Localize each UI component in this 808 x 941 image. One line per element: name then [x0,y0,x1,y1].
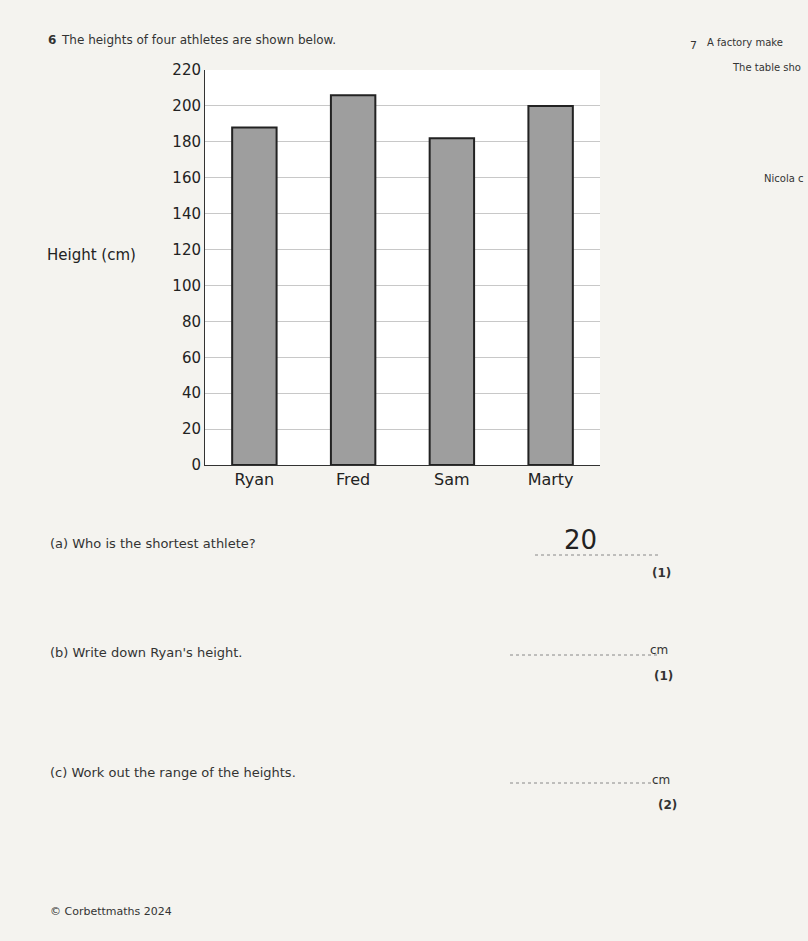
svg-text:6: 6 [48,33,56,47]
svg-text:20: 20 [564,525,597,555]
svg-text:(b) Write down Ryan's height.: (b) Write down Ryan's height. [50,645,242,660]
svg-text:(2): (2) [658,798,677,812]
svg-text:A factory make: A factory make [707,37,783,48]
svg-text:Fred: Fred [336,470,370,489]
svg-text:(c) Work out the range of the: (c) Work out the range of the heights. [50,765,296,780]
svg-text:Marty: Marty [528,470,574,489]
svg-text:7: 7 [690,39,697,52]
svg-text:(1): (1) [652,566,671,580]
svg-text:140: 140 [172,205,201,223]
svg-text:cm: cm [650,643,668,657]
svg-text:120: 120 [172,241,201,259]
svg-text:40: 40 [182,384,201,402]
svg-text:20: 20 [182,420,201,438]
svg-text:Sam: Sam [434,470,470,489]
svg-text:(a) Who is the shortest athlet: (a) Who is the shortest athlete? [50,536,256,551]
svg-text:Ryan: Ryan [235,470,275,489]
svg-text:60: 60 [182,349,201,367]
svg-text:220: 220 [172,61,201,79]
svg-text:The heights of four athletes a: The heights of four athletes are shown b… [61,33,336,47]
svg-text:180: 180 [172,133,201,151]
svg-text:160: 160 [172,169,201,187]
svg-text:100: 100 [172,277,201,295]
svg-text:Height (cm): Height (cm) [47,246,136,264]
svg-text:The table sho: The table sho [732,62,801,73]
svg-text:© Corbettmaths 2024: © Corbettmaths 2024 [50,905,172,918]
svg-text:0: 0 [191,456,201,474]
svg-text:Nicola c: Nicola c [764,173,803,184]
svg-text:200: 200 [172,97,201,115]
svg-text:cm: cm [652,773,670,787]
svg-text:(1): (1) [654,669,673,683]
svg-text:80: 80 [182,313,201,331]
